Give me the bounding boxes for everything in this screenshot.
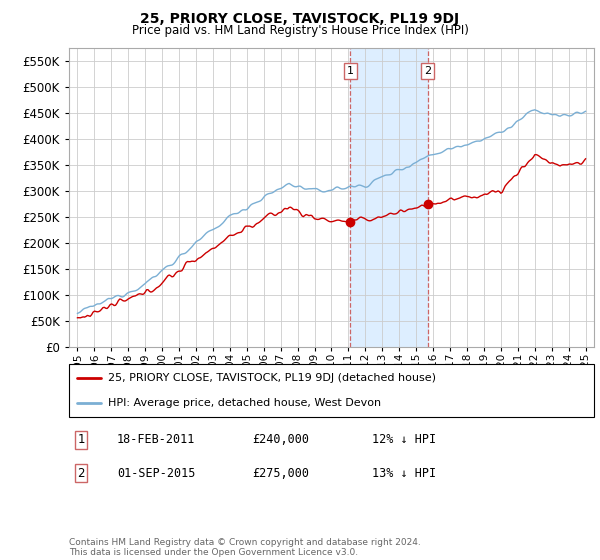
FancyBboxPatch shape <box>69 364 594 417</box>
Text: 2: 2 <box>77 466 85 480</box>
Text: 13% ↓ HPI: 13% ↓ HPI <box>372 466 436 480</box>
Text: 01-SEP-2015: 01-SEP-2015 <box>117 466 196 480</box>
Text: 2: 2 <box>424 66 431 76</box>
Text: 1: 1 <box>347 66 354 76</box>
Text: Contains HM Land Registry data © Crown copyright and database right 2024.
This d: Contains HM Land Registry data © Crown c… <box>69 538 421 557</box>
Text: 18-FEB-2011: 18-FEB-2011 <box>117 433 196 446</box>
Text: £275,000: £275,000 <box>252 466 309 480</box>
Text: HPI: Average price, detached house, West Devon: HPI: Average price, detached house, West… <box>109 398 382 408</box>
Text: £240,000: £240,000 <box>252 433 309 446</box>
Text: 12% ↓ HPI: 12% ↓ HPI <box>372 433 436 446</box>
Text: 25, PRIORY CLOSE, TAVISTOCK, PL19 9DJ (detached house): 25, PRIORY CLOSE, TAVISTOCK, PL19 9DJ (d… <box>109 374 436 384</box>
Text: Price paid vs. HM Land Registry's House Price Index (HPI): Price paid vs. HM Land Registry's House … <box>131 24 469 36</box>
Text: 1: 1 <box>77 433 85 446</box>
Bar <box>350 48 428 347</box>
Text: 25, PRIORY CLOSE, TAVISTOCK, PL19 9DJ: 25, PRIORY CLOSE, TAVISTOCK, PL19 9DJ <box>140 12 460 26</box>
